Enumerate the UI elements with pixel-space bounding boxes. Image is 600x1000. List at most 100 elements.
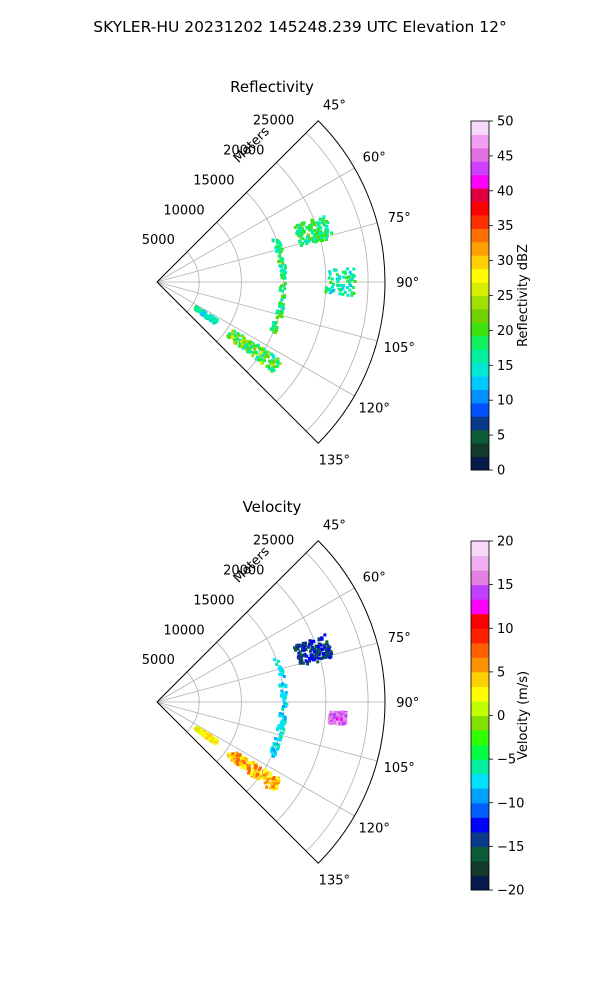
- echo-point: [332, 719, 336, 723]
- echo-point: [280, 295, 284, 299]
- echo-point: [253, 347, 257, 351]
- echo-point: [312, 650, 316, 654]
- colorbar-segment: [471, 628, 489, 644]
- echo-point: [350, 276, 354, 280]
- echo-point: [305, 242, 309, 246]
- echo-point: [251, 354, 255, 358]
- echo-point: [202, 732, 206, 736]
- echo-point: [350, 291, 354, 295]
- echo-point: [277, 779, 281, 783]
- echo-point: [327, 648, 331, 652]
- echo-point: [280, 257, 284, 261]
- echo-point: [271, 748, 275, 752]
- echo-point: [328, 270, 332, 274]
- echo-point: [316, 660, 320, 664]
- echo-point: [322, 643, 326, 647]
- echo-point: [302, 230, 306, 234]
- echo-point: [237, 761, 241, 765]
- colorbar-segment: [471, 376, 489, 390]
- colorbar-segment: [471, 121, 489, 135]
- echo-point: [230, 756, 234, 760]
- colorbar-segment: [471, 541, 489, 557]
- echo-point: [280, 298, 284, 302]
- echo-point: [310, 229, 314, 233]
- echo-point: [348, 270, 352, 274]
- colorbar-segment: [471, 802, 489, 818]
- colorbar-segment: [471, 389, 489, 404]
- echo-point: [330, 288, 334, 292]
- echo-point: [277, 667, 281, 671]
- echo-point: [306, 660, 310, 664]
- echo-point: [303, 239, 307, 243]
- azimuth-gridline: [156, 281, 355, 397]
- echo-point: [215, 318, 219, 322]
- azimuth-gridline: [156, 167, 355, 283]
- echo-point: [272, 320, 276, 324]
- echo-point: [246, 349, 250, 353]
- echo-point: [232, 337, 236, 341]
- echo-point: [310, 218, 314, 222]
- colorbar-segment: [471, 402, 489, 417]
- echo-point: [296, 223, 300, 227]
- echo-point: [237, 759, 241, 763]
- echo-point: [295, 231, 299, 235]
- echo-point: [293, 646, 297, 650]
- echo-point: [237, 344, 241, 348]
- echo-point: [281, 670, 285, 674]
- echo-point: [205, 732, 209, 736]
- echo-point: [301, 237, 305, 241]
- echo-point: [323, 633, 327, 637]
- echo-point: [199, 729, 203, 733]
- echo-point: [309, 228, 313, 232]
- echo-point: [270, 369, 274, 373]
- colorbar-tick-label: 10: [497, 622, 514, 637]
- angle-tick-label: 135°: [319, 873, 350, 888]
- colorbar-segment: [471, 134, 489, 149]
- echo-point: [323, 646, 327, 650]
- colorbar-tick-label: −15: [497, 840, 524, 855]
- echo-point: [348, 288, 352, 292]
- echo-point: [319, 226, 323, 230]
- echo-point: [267, 364, 271, 368]
- colorbar-segment: [471, 817, 489, 833]
- echo-point: [242, 335, 246, 339]
- echo-point: [273, 784, 277, 788]
- colorbar-segment: [471, 268, 489, 283]
- echo-point: [247, 771, 251, 775]
- echo-point: [265, 364, 269, 368]
- echo-point: [293, 648, 297, 652]
- echo-point: [306, 226, 310, 230]
- colorbar-tick-label: 45: [497, 149, 514, 164]
- colorbar-segment: [471, 613, 489, 629]
- echo-point: [262, 347, 266, 351]
- echo-point: [301, 223, 305, 227]
- echo-point: [299, 243, 303, 247]
- echo-point: [341, 714, 345, 718]
- echo-point: [302, 648, 306, 652]
- echo-point: [233, 339, 237, 343]
- echo-point: [263, 359, 267, 363]
- echo-point: [257, 770, 261, 774]
- echo-point: [276, 310, 280, 314]
- echo-point: [276, 743, 280, 747]
- echo-point: [273, 753, 277, 757]
- echo-point: [228, 332, 232, 336]
- azimuth-gridline: [156, 642, 378, 703]
- echo-point: [238, 755, 242, 759]
- echo-point: [309, 649, 313, 653]
- echo-point: [278, 305, 282, 309]
- echo-point: [280, 309, 284, 313]
- echo-point: [276, 738, 280, 742]
- echo-point: [269, 749, 273, 753]
- echo-point: [316, 223, 320, 227]
- echo-point: [202, 730, 206, 734]
- echo-point: [325, 640, 329, 644]
- angle-tick-label: 60°: [363, 151, 386, 166]
- echo-point: [341, 719, 345, 723]
- echo-point: [240, 759, 244, 763]
- echo-point: [333, 268, 337, 272]
- echo-point: [280, 719, 284, 723]
- echo-point: [314, 645, 318, 649]
- echo-point: [262, 776, 266, 780]
- echo-point: [317, 231, 321, 235]
